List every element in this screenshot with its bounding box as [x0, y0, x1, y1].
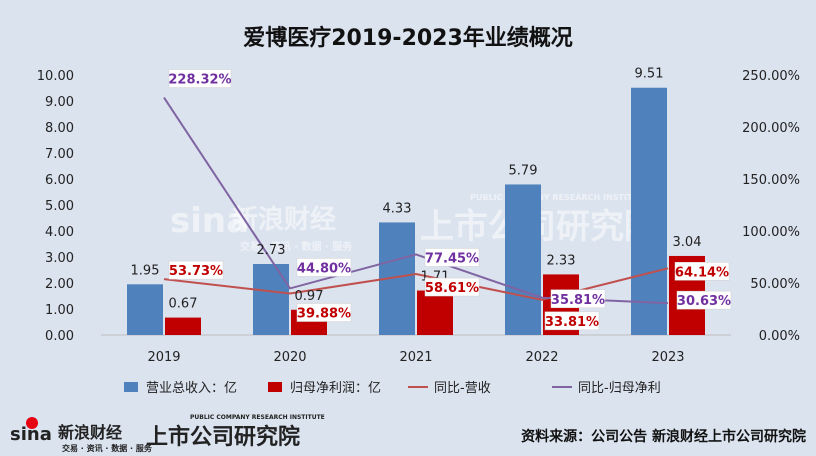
revenue-bar [253, 264, 289, 335]
revenue-value-label: 1.95 [131, 263, 160, 278]
revenue-bar [631, 87, 667, 336]
category-labels: 2019 2020 2021 2022 2023 [147, 350, 684, 365]
x-tick-label: 2019 [147, 350, 180, 365]
y-tick-label: 9.00 [45, 95, 74, 110]
y2-tick-label: 200.00% [742, 121, 800, 136]
y2-tick-label: 250.00% [742, 69, 800, 84]
sina-eye-icon [26, 417, 38, 429]
footer-sina-logo: sina [10, 424, 52, 445]
revenue-yoy-label: 64.14% [675, 265, 729, 280]
revenue-yoy-label-box [674, 262, 730, 281]
legend-label: 归母净利润：亿 [290, 381, 381, 396]
x-tick-label: 2022 [525, 350, 558, 365]
legend-label: 同比-营收 [434, 381, 491, 396]
revenue-value-label: 9.51 [635, 67, 664, 82]
y-tick-label: 7.00 [45, 147, 74, 162]
net-profit-yoy-label-box [676, 290, 732, 310]
y-tick-label: 8.00 [45, 121, 74, 136]
net-profit-value-label: 0.97 [295, 289, 324, 304]
net-profit-yoy-label: 30.63% [677, 294, 731, 309]
legend-label: 营业总收入：亿 [146, 381, 237, 396]
footer-institute-en: PUBLIC COMPANY RESEARCH INSTITUTE [190, 414, 325, 421]
revenue-bar [127, 284, 163, 335]
y-axis-left: 0.00 1.00 2.00 3.00 4.00 5.00 6.00 7.00 8.00 9.00… [37, 69, 74, 344]
net-profit-yoy-label: 35.81% [551, 293, 605, 308]
y-tick-label: 2.00 [45, 277, 74, 292]
net-profit-yoy-label-box [296, 258, 352, 277]
net-profit-bar [165, 317, 201, 335]
y2-tick-label: 50.00% [750, 277, 800, 292]
legend-label: 同比-归母净利 [578, 381, 661, 396]
footer-institute: 上市公司研究院 [146, 424, 300, 450]
y-tick-label: 6.00 [45, 173, 74, 188]
watermark-brand-sub: 交易 · 资讯 · 数据 · 服务 [240, 240, 353, 253]
net-profit-yoy-label: 77.45% [425, 251, 479, 266]
revenue-yoy-label: 58.61% [425, 281, 479, 296]
revenue-yoy-label: 33.81% [545, 315, 599, 330]
y-tick-label: 0.00 [45, 329, 74, 344]
revenue-yoy-label-box [296, 303, 352, 322]
y-tick-label: 4.00 [45, 225, 74, 240]
net-profit-yoy-label-box [550, 289, 606, 309]
revenue-yoy-label: 53.73% [169, 264, 223, 279]
net-profit-value-label: 0.67 [169, 297, 198, 312]
revenue-yoy-label-box [544, 311, 600, 331]
revenue-value-label: 4.33 [383, 201, 412, 216]
watermark-brand-cn: 新浪财经 [232, 204, 336, 235]
footer-brand-cn: 新浪财经 [58, 423, 122, 442]
y-axis-right: 0.00% 50.00% 100.00% 150.00% 200.00% 250.00% [742, 69, 800, 344]
net-profit-yoy-label-box [168, 69, 232, 88]
revenue-value-label: 2.73 [257, 243, 286, 258]
revenue-bar [505, 184, 541, 335]
revenue-yoy-label: 39.88% [297, 307, 351, 322]
footer-brand-sub: 交易 · 资讯 · 数据 · 服务 [62, 443, 153, 453]
revenue-value-label: 5.79 [509, 163, 538, 178]
y-tick-label: 10.00 [37, 69, 74, 84]
watermark-institute-en: PUBLIC COMPANY RESEARCH INSTITUTE [470, 193, 650, 202]
x-tick-label: 2021 [399, 350, 432, 365]
y2-tick-label: 100.00% [742, 225, 800, 240]
legend: 营业总收入：亿 归母净利润：亿 同比-营收 同比-归母净利 [124, 381, 661, 396]
chart-title: 爱博医疗2019-2023年业绩概况 [243, 25, 573, 51]
revenue-yoy-label-box [424, 277, 480, 297]
y-tick-label: 3.00 [45, 251, 74, 266]
revenue-yoy-line [163, 267, 669, 301]
revenue-yoy-label-box [168, 260, 224, 280]
y-tick-label: 5.00 [45, 199, 74, 214]
legend-swatch [124, 382, 138, 392]
net-profit-yoy-label: 44.80% [297, 261, 351, 276]
net-profit-value-label: 2.33 [547, 253, 576, 268]
x-tick-label: 2023 [651, 350, 684, 365]
y2-tick-label: 0.00% [759, 329, 800, 344]
footer-brand: sina 新浪财经 交易 · 资讯 · 数据 · 服务 上市公司研究院 PUBL… [10, 414, 325, 453]
legend-swatch [268, 382, 282, 392]
net-profit-value-label: 3.04 [673, 235, 702, 250]
y-tick-label: 1.00 [45, 303, 74, 318]
net-profit-yoy-label: 228.32% [168, 73, 231, 88]
x-tick-label: 2020 [273, 350, 306, 365]
net-profit-bar [417, 290, 453, 335]
source-note: 资料来源：公司公告 新浪财经上市公司研究院 [521, 428, 806, 445]
net-profit-yoy-label-box [424, 248, 480, 267]
percent-labels: 53.73% 228.32% 39.88% 44.80% 58.61% 77.45% 33.… [168, 69, 732, 331]
y2-tick-label: 150.00% [742, 173, 800, 188]
